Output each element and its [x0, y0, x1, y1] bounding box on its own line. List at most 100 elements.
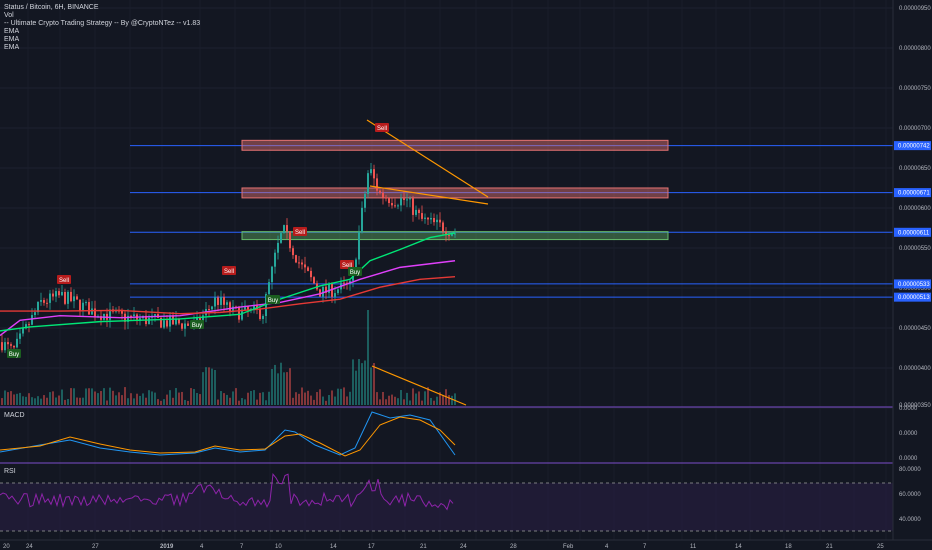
volume-bar: [448, 395, 450, 405]
candle-body: [292, 248, 294, 256]
candle-body: [343, 282, 345, 284]
candle-body: [301, 262, 303, 265]
volume-bar: [172, 397, 174, 405]
macd-title[interactable]: MACD: [4, 412, 25, 419]
volume-bar: [385, 399, 387, 405]
volume-bar: [106, 400, 108, 405]
time-tick: 27: [92, 544, 99, 550]
candle-body: [412, 198, 414, 215]
candle-body: [139, 318, 141, 320]
candle-body: [1, 342, 3, 351]
candle-body: [406, 199, 408, 201]
price-tick: 0.00000500: [899, 286, 931, 292]
time-tick: 11: [690, 544, 697, 550]
volume-bar: [298, 393, 300, 405]
candle-body: [409, 198, 411, 200]
rsi-band: [0, 483, 893, 531]
candle-body: [445, 231, 447, 236]
time-tick: 2019: [160, 544, 174, 550]
candle-body: [298, 262, 300, 264]
volume-bar: [289, 368, 291, 405]
time-tick: 14: [330, 544, 337, 550]
horizontal-levels[interactable]: [130, 145, 893, 298]
candle-body: [430, 218, 432, 220]
price-axis[interactable]: 0.00000950 0.00000800 0.00000750 0.00000700…: [892, 0, 931, 540]
indicator-ema-3[interactable]: EMA: [4, 44, 20, 51]
volume-bar: [154, 392, 156, 405]
candle-body: [397, 205, 399, 207]
candle-body: [388, 198, 390, 204]
candle-body: [130, 315, 132, 317]
candle-body: [184, 323, 186, 329]
rsi-title[interactable]: RSI: [4, 468, 16, 475]
time-axis[interactable]: 20 24 27 2019 4 7 10 14 17 21 24 28 Feb 4 7 11 14 18 21 25: [0, 539, 932, 550]
volume-bar: [109, 387, 111, 405]
volume-bar: [271, 368, 273, 405]
candle-body: [22, 328, 24, 334]
candle-body: [160, 317, 162, 328]
volume-bar: [340, 388, 342, 405]
volume-bar: [292, 397, 294, 405]
volume-bar: [193, 389, 195, 405]
time-tick: 4: [200, 544, 204, 550]
volume-bar: [352, 359, 354, 405]
volume-bar: [328, 395, 330, 405]
level-price-tag: [894, 227, 931, 237]
volume-bar: [124, 387, 126, 405]
volume-bar: [301, 387, 303, 405]
volume-bar: [25, 396, 27, 405]
candle-body: [247, 305, 249, 311]
level-price-label: 0.00000671: [898, 191, 930, 197]
level-price-label: 0.00000533: [898, 282, 930, 288]
volume-bar: [169, 390, 171, 405]
candle-body: [262, 315, 264, 319]
macd-line: [0, 411, 456, 456]
volume-bar: [49, 392, 51, 405]
grid-lines: [0, 7, 893, 409]
candle-body: [49, 293, 51, 303]
time-tick: 10: [275, 544, 282, 550]
candle-body: [310, 270, 312, 278]
indicator-ema-2[interactable]: EMA: [4, 36, 20, 43]
volume-bar: [331, 390, 333, 405]
volume-bar: [151, 391, 153, 405]
volume-bar: [358, 359, 360, 405]
indicator-vol[interactable]: Vol: [4, 12, 14, 19]
time-tick: Feb: [563, 544, 574, 550]
time-tick: 24: [460, 544, 467, 550]
volume-bars: [1, 310, 456, 405]
volume-bar: [142, 393, 144, 405]
volume-bar: [250, 390, 252, 405]
price-zones[interactable]: [241, 139, 669, 241]
volume-bar: [415, 393, 417, 405]
sell-marker: [57, 275, 71, 284]
symbol-title[interactable]: Status / Bitcoin, 6H, BINANCE: [4, 4, 99, 11]
sell-label: Sell: [59, 278, 69, 284]
indicator-ema-1[interactable]: EMA: [4, 28, 20, 35]
candle-body: [202, 315, 204, 323]
indicator-strategy[interactable]: -- Ultimate Crypto Trading Strategy -- B…: [4, 20, 201, 27]
volume-bar: [43, 395, 45, 405]
volume-bar: [100, 391, 102, 405]
time-tick: 4: [605, 544, 609, 550]
volume-bar: [253, 390, 255, 405]
volume-bar: [10, 391, 12, 405]
volume-bar: [103, 388, 105, 405]
sell-marker: [293, 227, 307, 236]
volume-bar: [4, 390, 6, 405]
volume-bar: [217, 399, 219, 405]
volume-bar: [7, 392, 9, 405]
candle-body: [241, 309, 243, 320]
volume-bar: [139, 395, 141, 405]
candle-body: [223, 296, 225, 305]
volume-bar: [67, 398, 69, 405]
sell-label: Sell: [342, 263, 352, 269]
volume-bar: [412, 388, 414, 405]
trendlines[interactable]: [366, 119, 489, 406]
volume-bar: [85, 388, 87, 405]
volume-bar: [451, 395, 453, 405]
candle-body: [238, 306, 240, 320]
candle-body: [91, 308, 93, 315]
